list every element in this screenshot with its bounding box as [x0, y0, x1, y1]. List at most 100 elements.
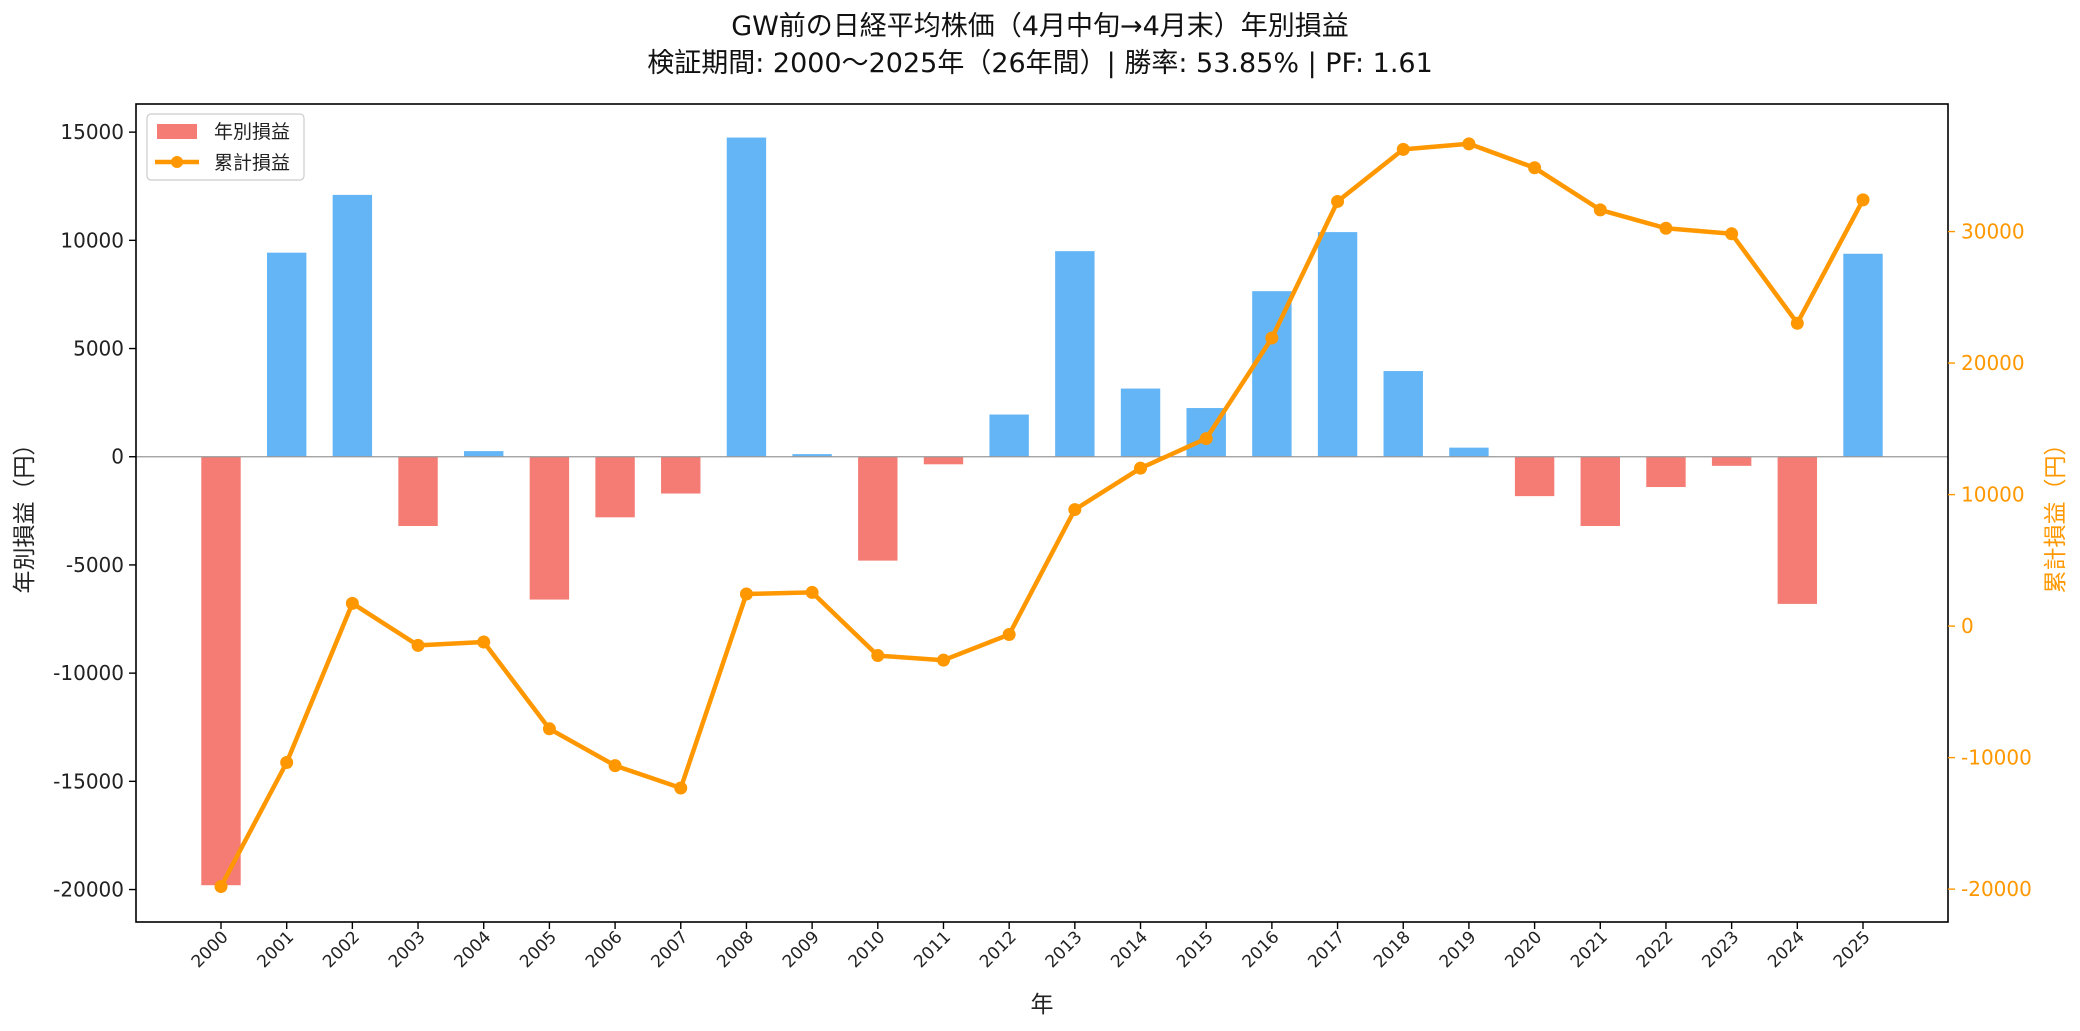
bar-2002 [332, 194, 373, 457]
x-tick-label: 2012 [976, 927, 1021, 972]
bar-2000 [201, 456, 241, 886]
left-tick-label: 5000 [73, 337, 124, 361]
bar-2008 [726, 137, 767, 457]
cumulative-point-2009 [805, 585, 819, 599]
x-tick-label: 2013 [1042, 927, 1087, 972]
legend-swatch-bar [157, 124, 197, 139]
bar-2006 [595, 456, 635, 518]
bar-2004 [464, 451, 504, 457]
cumulative-point-2007 [674, 781, 688, 795]
x-tick-label: 2014 [1107, 927, 1152, 972]
cumulative-point-2006 [608, 759, 622, 773]
cumulative-point-2012 [1002, 628, 1016, 642]
x-tick-label: 2017 [1304, 927, 1349, 972]
cumulative-point-2022 [1659, 221, 1673, 235]
left-tick-label: -15000 [53, 769, 124, 793]
cumulative-point-2014 [1134, 461, 1148, 475]
y-axis-label-left: 年別損益（円） [12, 433, 38, 594]
cumulative-point-2003 [411, 638, 425, 652]
x-tick-label: 2021 [1567, 927, 1612, 972]
bar-2025 [1843, 253, 1883, 457]
x-tick-label: 2000 [188, 927, 233, 972]
x-tick-label: 2006 [582, 927, 627, 972]
cumulative-point-2011 [936, 653, 950, 667]
cumulative-point-2010 [871, 649, 885, 663]
cumulative-point-2008 [739, 587, 753, 601]
x-axis-label: 年 [1031, 992, 1054, 1018]
x-tick-label: 2010 [845, 927, 890, 972]
bar-2016 [1252, 291, 1292, 457]
left-tick-label: 10000 [60, 228, 124, 252]
bar-2013 [1055, 251, 1095, 457]
cumulative-point-2004 [477, 635, 491, 649]
cumulative-point-2002 [345, 596, 359, 610]
cumulative-point-2015 [1199, 432, 1213, 446]
x-tick-label: 2002 [319, 927, 364, 972]
cumulative-line [219, 141, 1865, 888]
bar-2012 [989, 414, 1029, 457]
bar-2018 [1383, 371, 1423, 457]
bar-2005 [529, 456, 570, 600]
x-tick-label: 2001 [253, 927, 298, 972]
cumulative-point-2000 [214, 879, 228, 893]
bar-2017 [1317, 232, 1358, 457]
left-tick-label: 0 [111, 445, 124, 469]
cumulative-point-2017 [1331, 194, 1345, 208]
plot-frame [135, 103, 1949, 923]
bar-2024 [1777, 456, 1818, 604]
x-tick-label: 2022 [1633, 927, 1678, 972]
cumulative-point-2018 [1396, 142, 1410, 156]
legend: 年別損益 累計損益 [146, 113, 305, 181]
x-tick-label: 2024 [1764, 927, 1809, 972]
x-tick-label: 2025 [1830, 927, 1875, 972]
x-tick-label: 2023 [1698, 927, 1743, 972]
cumulative-point-2005 [542, 722, 556, 736]
left-tick-label: 15000 [60, 120, 124, 144]
chart-subtitle: 検証期間: 2000〜2025年（26年間）| 勝率: 53.85% | PF:… [647, 48, 1433, 79]
right-tick-label: 20000 [1961, 351, 2025, 375]
x-tick-label: 2020 [1501, 927, 1546, 972]
right-tick-label: 30000 [1961, 220, 2025, 244]
y-axis-label-right: 累計損益（円） [2043, 433, 2069, 594]
legend-label-line: 累計損益 [214, 152, 290, 174]
bars-layer [201, 137, 1883, 886]
x-tick-label: 2007 [648, 927, 693, 972]
x-tick-label: 2004 [451, 927, 496, 972]
bar-2022 [1646, 456, 1686, 488]
cumulative-point-2021 [1593, 203, 1607, 217]
bar-2019 [1449, 447, 1489, 457]
legend-label-bar: 年別損益 [214, 121, 290, 143]
x-tick-label: 2016 [1239, 927, 1284, 972]
x-tick-label: 2018 [1370, 927, 1415, 972]
x-tick-label: 2008 [713, 927, 758, 972]
cumulative-point-2013 [1068, 503, 1082, 517]
x-tick-label: 2019 [1436, 927, 1481, 972]
right-tick-label: 0 [1961, 614, 1974, 638]
left-tick-label: -20000 [53, 878, 124, 902]
right-tick-label: -10000 [1961, 746, 2032, 770]
bar-2010 [858, 456, 898, 561]
legend-swatch-marker [171, 156, 183, 168]
x-tick-label: 2005 [516, 927, 561, 972]
cumulative-point-2025 [1856, 193, 1870, 207]
bar-2014 [1120, 388, 1161, 457]
bar-2001 [266, 252, 307, 457]
right-tick-label: 10000 [1961, 483, 2025, 507]
cumulative-point-2023 [1725, 227, 1739, 241]
bar-2011 [923, 456, 964, 465]
left-tick-label: -10000 [53, 661, 124, 685]
x-tick-label: 2015 [1173, 927, 1218, 972]
cumulative-point-2020 [1528, 161, 1542, 175]
bar-2020 [1514, 456, 1555, 497]
bar-2023 [1711, 456, 1752, 466]
cumulative-point-2016 [1265, 331, 1279, 345]
x-tick-label: 2003 [385, 927, 430, 972]
right-tick-label: -20000 [1961, 877, 2032, 901]
left-tick-label: -5000 [66, 553, 124, 577]
bar-2007 [661, 456, 701, 494]
bar-2003 [398, 456, 438, 526]
x-axis: 2000 2001 2002 2003 2004 2005 2006 2007 2008 2009… [188, 922, 1875, 972]
cumulative-point-2024 [1790, 316, 1804, 330]
